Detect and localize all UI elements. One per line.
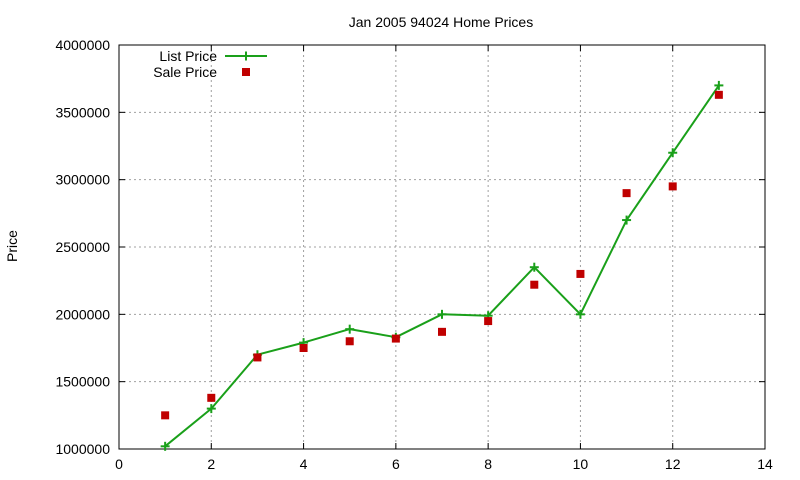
sale-price-point xyxy=(253,353,262,362)
sale-price-point xyxy=(391,334,400,343)
x-tick-label: 0 xyxy=(115,456,123,472)
x-tick-label: 8 xyxy=(484,456,492,472)
x-tick-label: 6 xyxy=(392,456,400,472)
list-price-point xyxy=(437,309,447,319)
x-tick-label: 10 xyxy=(573,456,589,472)
list-price-point xyxy=(529,262,539,272)
list-price-point xyxy=(668,148,678,158)
sale-price-point xyxy=(161,411,170,420)
sale-price-point xyxy=(299,344,308,352)
y-tick-label: 3000000 xyxy=(55,172,110,188)
sale-price-point xyxy=(530,280,539,289)
y-tick-label: 2000000 xyxy=(55,306,110,322)
sale-price-point xyxy=(484,317,493,326)
series-layer xyxy=(160,80,724,451)
series-list-price xyxy=(160,80,724,451)
legend-label-sale-price: Sale Price xyxy=(153,64,217,80)
chart-title: Jan 2005 94024 Home Prices xyxy=(349,14,533,30)
list-price-point xyxy=(575,309,585,319)
y-tick-label: 1000000 xyxy=(55,441,110,457)
x-tick-label: 14 xyxy=(757,456,773,472)
list-price-point xyxy=(160,441,170,451)
grid-lines xyxy=(119,45,765,449)
series-sale-price xyxy=(161,90,723,420)
x-tick-label: 12 xyxy=(665,456,681,472)
list-price-point xyxy=(622,215,632,225)
y-tick-label: 3500000 xyxy=(55,104,110,120)
sale-price-point xyxy=(622,189,631,198)
y-tick-label: 1500000 xyxy=(55,374,110,390)
y-tick-label: 4000000 xyxy=(55,37,110,53)
sale-price-point xyxy=(438,327,446,336)
list-price-point xyxy=(345,324,355,334)
sale-price-point xyxy=(576,269,585,278)
x-tick-label: 4 xyxy=(300,456,308,472)
legend-marker-list-price xyxy=(241,51,251,61)
y-tick-label: 2500000 xyxy=(55,239,110,255)
sale-price-point xyxy=(714,90,723,99)
y-axis-label: Price xyxy=(4,230,20,262)
x-tick-label: 2 xyxy=(207,456,215,472)
list-price-point xyxy=(714,80,724,90)
legend-label-list-price: List Price xyxy=(159,48,217,64)
sale-price-point xyxy=(207,393,216,402)
axis-ticks: 0 2 4 6 8 10 12 14 1000000 1500000 2000000 2500000 3… xyxy=(55,37,773,472)
list-price-line xyxy=(164,84,720,448)
sale-price-point xyxy=(345,337,354,346)
list-price-point xyxy=(206,404,216,414)
sale-price-point xyxy=(668,182,677,191)
legend-marker-sale-price xyxy=(242,68,250,76)
